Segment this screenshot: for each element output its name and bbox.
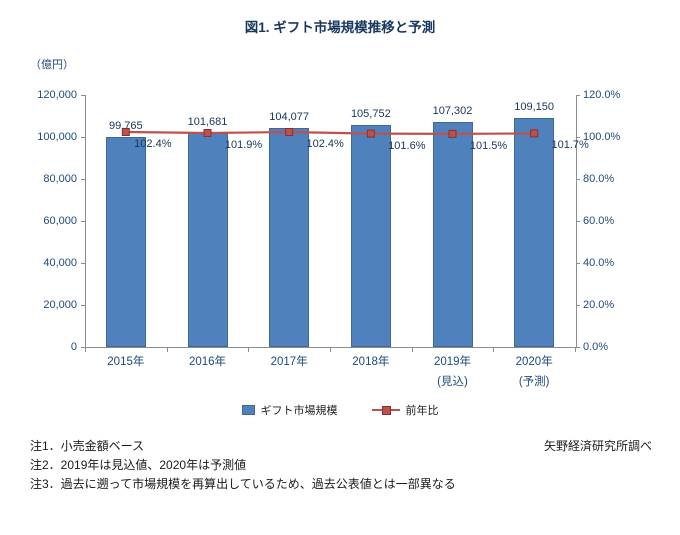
bar-value-label: 109,150 xyxy=(514,100,555,113)
legend-bar-label: ギフト市場規模 xyxy=(260,405,338,417)
market-size-bar xyxy=(350,124,391,347)
left-axis-tick-label: 0 xyxy=(70,341,77,353)
market-size-bar xyxy=(269,128,310,347)
right-axis-tick xyxy=(576,95,580,96)
bar-value-label: 105,752 xyxy=(350,107,391,120)
line-value-label: 101.6% xyxy=(388,139,426,152)
left-axis-tick xyxy=(81,305,85,306)
footnote-3: 注3．過去に遡って市場規模を再算出しているため、過去公表値とは一部異なる xyxy=(30,477,456,491)
x-axis-label: 2015年 xyxy=(107,356,145,368)
line-value-label: 101.5% xyxy=(469,139,508,152)
left-axis-tick-label: 20,000 xyxy=(43,299,77,311)
yoy-line xyxy=(121,128,539,138)
left-axis-tick xyxy=(81,263,85,264)
bar-value-label: 99,765 xyxy=(109,120,143,133)
yoy-marker xyxy=(530,129,539,138)
x-axis-sublabel: (予測) xyxy=(518,376,550,388)
source-credit: 矢野経済研究所調べ xyxy=(543,439,652,453)
x-axis-label: 2018年 xyxy=(352,356,390,368)
right-axis-tick-label: 100.0% xyxy=(583,131,621,143)
x-axis-label: 2016年 xyxy=(188,356,227,368)
x-axis-tick xyxy=(166,348,168,352)
footnote-1: 注1．小売金額ベース xyxy=(30,439,145,453)
left-axis-tick xyxy=(81,347,85,348)
left-axis-tick-label: 60,000 xyxy=(43,215,77,227)
x-axis-tick xyxy=(330,348,331,352)
left-axis-tick-label: 80,000 xyxy=(43,173,77,185)
yoy-marker xyxy=(448,129,457,138)
right-axis-tick xyxy=(576,305,580,306)
x-axis-tick xyxy=(493,348,495,352)
x-axis-sublabel: (見込) xyxy=(437,376,468,388)
x-axis-tick xyxy=(575,348,576,352)
legend-item-yoy: 前年比 xyxy=(371,402,439,418)
left-axis-tick-label: 120,000 xyxy=(37,89,77,101)
left-axis-tick-label: 40,000 xyxy=(43,257,77,269)
bar-value-label: 104,077 xyxy=(269,111,310,124)
yoy-marker xyxy=(121,128,130,136)
left-axis-tick xyxy=(81,221,85,222)
left-axis-unit-label: （億円） xyxy=(30,59,74,71)
right-axis-tick xyxy=(576,179,580,180)
bar-value-label: 101,681 xyxy=(187,116,228,129)
legend-item-market-size: ギフト市場規模 xyxy=(241,402,338,418)
right-axis-tick xyxy=(576,263,580,264)
left-axis-tick xyxy=(81,137,85,138)
x-axis-label: 2020年 xyxy=(515,356,553,368)
right-axis-tick-label: 80.0% xyxy=(583,173,615,185)
left-axis-tick-label: 100,000 xyxy=(37,131,77,143)
yoy-marker xyxy=(285,128,294,136)
legend-line-marker xyxy=(381,406,391,415)
market-size-bar xyxy=(432,121,473,347)
right-axis-tick-label: 60.0% xyxy=(583,215,615,227)
right-axis-tick xyxy=(576,137,580,138)
footnotes: 注1．小売金額ベース 注2．2019年は見込値、2020年は予測値 注3．過去に… xyxy=(30,437,456,494)
right-axis-tick-label: 40.0% xyxy=(583,257,615,269)
yoy-marker xyxy=(203,129,212,137)
x-axis-tick xyxy=(411,348,413,352)
footnote-2: 注2．2019年は見込値、2020年は予測値 xyxy=(30,458,247,472)
x-axis-label: 2019年 xyxy=(433,356,472,368)
market-size-bar xyxy=(105,137,146,347)
legend-line-swatch xyxy=(371,406,400,415)
yoy-marker xyxy=(366,129,375,138)
line-value-label: 102.4% xyxy=(134,137,172,150)
right-axis-tick xyxy=(576,221,580,222)
left-axis-tick xyxy=(81,95,85,96)
yoy-line-path xyxy=(125,130,535,136)
legend: ギフト市場規模 前年比 xyxy=(0,402,680,418)
market-size-bar xyxy=(514,117,555,347)
x-axis-label: 2017年 xyxy=(270,356,308,368)
line-value-label: 101.7% xyxy=(551,139,589,152)
line-value-label: 101.9% xyxy=(224,139,263,151)
legend-bar-swatch xyxy=(241,405,255,415)
chart-title: 図1. ギフト市場規模推移と予測 xyxy=(244,20,436,35)
line-value-label: 102.4% xyxy=(306,137,344,150)
right-axis-tick-label: 0.0% xyxy=(583,341,609,353)
right-axis-tick-label: 120.0% xyxy=(583,89,621,101)
market-size-bar xyxy=(187,133,228,347)
right-axis-tick-label: 20.0% xyxy=(583,299,615,311)
bar-value-label: 107,302 xyxy=(432,104,473,117)
left-axis-tick xyxy=(81,179,85,180)
x-axis-tick xyxy=(85,348,86,352)
legend-line-label: 前年比 xyxy=(405,405,439,417)
right-axis-tick xyxy=(576,347,580,348)
x-axis-tick xyxy=(248,348,250,352)
